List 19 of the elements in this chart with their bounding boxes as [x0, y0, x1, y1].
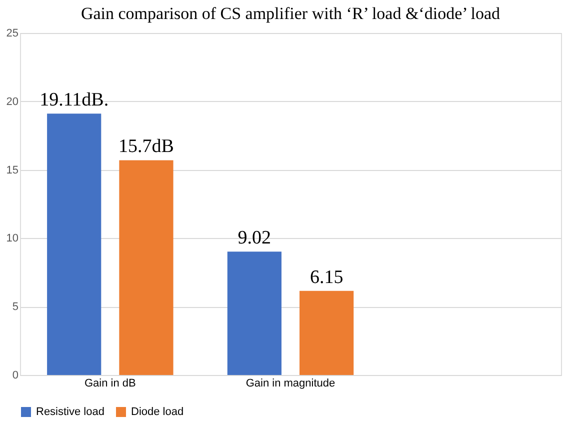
bar — [47, 114, 102, 375]
legend-label: Resistive load — [36, 406, 104, 418]
data-label: 6.15 — [310, 266, 344, 288]
legend-label: Diode load — [131, 406, 184, 418]
bar — [300, 290, 354, 375]
data-label: 19.11dB. — [40, 90, 109, 111]
y-tick-label: 5 — [12, 301, 18, 314]
data-label: 15.7dB — [118, 136, 174, 158]
y-tick-label: 20 — [6, 96, 18, 108]
x-tick-label: Gain in dB — [84, 378, 136, 390]
bar — [227, 252, 282, 375]
y-tick-label: 15 — [6, 164, 18, 176]
y-tick-label: 25 — [6, 28, 18, 40]
chart-title: Gain comparison of CS amplifier with ‘R’ load &‘diode’ load — [80, 4, 501, 23]
data-label: 9.02 — [238, 228, 272, 249]
y-tick-label: 10 — [6, 232, 18, 245]
x-tick-label: Gain in magnitude — [246, 378, 336, 390]
bar — [119, 160, 174, 375]
y-tick-label: 0 — [12, 370, 18, 382]
